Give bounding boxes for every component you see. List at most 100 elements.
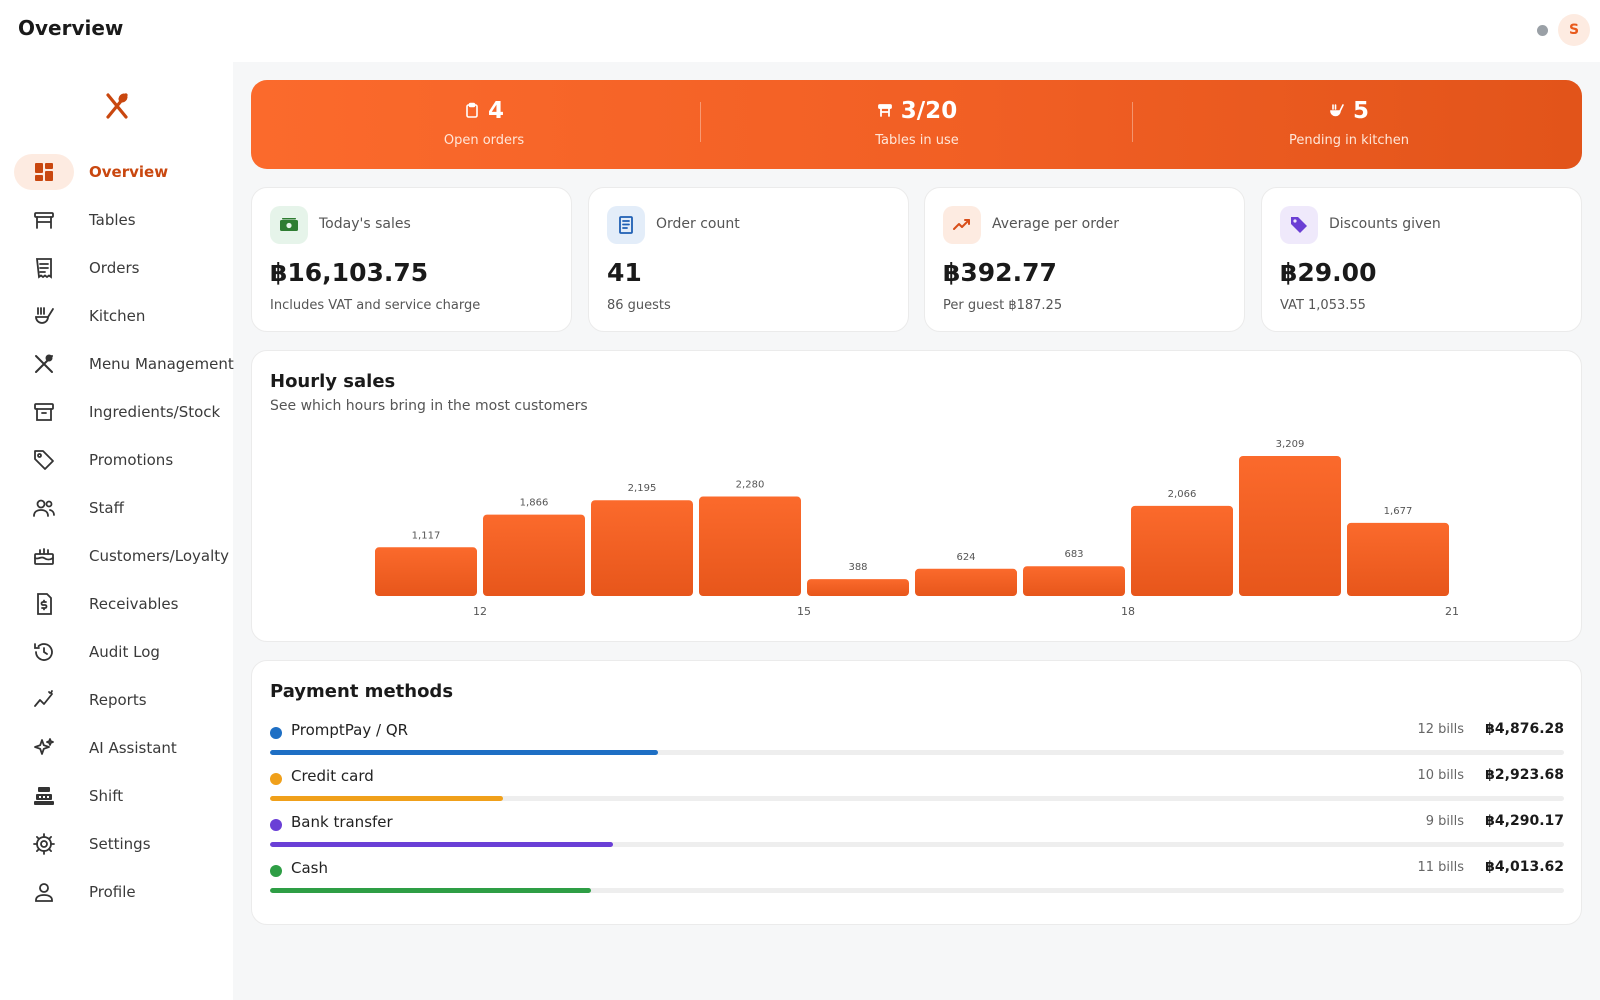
chart-title: Hourly sales bbox=[270, 371, 396, 392]
chart-data-label: 624 bbox=[956, 552, 975, 563]
payment-progress-track bbox=[270, 888, 1564, 893]
banner-stat-pending-kitchen[interactable]: 5 Pending in kitchen bbox=[1149, 80, 1549, 169]
sidebar-item-label: Orders bbox=[89, 259, 140, 277]
sidebar-item-kitchen[interactable]: Kitchen bbox=[14, 298, 226, 334]
sidebar-item-label: Promotions bbox=[89, 451, 174, 469]
payment-color-dot bbox=[270, 865, 282, 877]
chart-bar[interactable] bbox=[483, 514, 585, 596]
banner-stat-tables-in-use[interactable]: 3/20 Tables in use bbox=[717, 80, 1117, 169]
chart-bar[interactable] bbox=[915, 568, 1017, 596]
top-bar: Overview S bbox=[0, 0, 1600, 62]
payment-row-cash[interactable]: Cash 11 bills ฿4,013.62 bbox=[270, 858, 1564, 902]
sidebar-item-ai-assistant[interactable]: AI Assistant bbox=[14, 730, 226, 766]
chart-bar[interactable] bbox=[1023, 566, 1125, 596]
sidebar-item-label: Audit Log bbox=[89, 643, 160, 661]
banner-stat-value: 5 bbox=[1352, 98, 1369, 124]
sidebar-item-receivables[interactable]: Receivables bbox=[14, 586, 226, 622]
sidebar-item-reports[interactable]: Reports bbox=[14, 682, 226, 718]
chart-bar[interactable] bbox=[375, 547, 477, 596]
sidebar-item-tables[interactable]: Tables bbox=[14, 202, 226, 238]
payment-progress-track bbox=[270, 842, 1564, 847]
table-icon bbox=[14, 202, 74, 238]
sidebar-item-profile[interactable]: Profile bbox=[14, 874, 226, 910]
kitchen-icon bbox=[1329, 98, 1345, 124]
sidebar-item-label: Settings bbox=[89, 835, 151, 853]
payment-color-dot bbox=[270, 773, 282, 785]
tag-icon bbox=[14, 442, 74, 478]
banner-stat-open-orders[interactable]: 4 Open orders bbox=[284, 80, 684, 169]
payment-bills: 11 bills bbox=[1417, 860, 1464, 875]
sidebar-item-ingredients-stock[interactable]: Ingredients/Stock bbox=[14, 394, 226, 430]
table-icon bbox=[877, 98, 893, 124]
trend-icon bbox=[943, 206, 981, 244]
dashboard-icon bbox=[14, 154, 74, 190]
payment-methods-card: Payment methods PromptPay / QR 12 bills … bbox=[251, 660, 1582, 925]
payment-progress-fill bbox=[270, 888, 591, 893]
payment-progress-track bbox=[270, 750, 1564, 755]
fork-knife-icon bbox=[14, 346, 74, 382]
chart-bar[interactable] bbox=[591, 500, 693, 596]
chart-x-tick-label: 15 bbox=[797, 605, 811, 618]
banner-stat-value: 4 bbox=[487, 98, 504, 124]
banner-divider bbox=[700, 102, 701, 142]
tag-icon bbox=[1280, 206, 1318, 244]
payment-progress-fill bbox=[270, 796, 503, 801]
payment-bills: 10 bills bbox=[1417, 768, 1464, 783]
payment-row-bank-transfer[interactable]: Bank transfer 9 bills ฿4,290.17 bbox=[270, 812, 1564, 856]
stat-card-average-per-order[interactable]: Average per order ฿392.77 Per guest ฿187… bbox=[924, 187, 1245, 332]
cake-icon bbox=[14, 538, 74, 574]
stat-subtext: 86 guests bbox=[607, 298, 671, 313]
sidebar-item-customers-loyalty[interactable]: Customers/Loyalty bbox=[14, 538, 229, 574]
sidebar-item-label: Kitchen bbox=[89, 307, 146, 325]
sidebar-item-settings[interactable]: Settings bbox=[14, 826, 226, 862]
sidebar-item-label: Shift bbox=[89, 787, 124, 805]
sidebar-item-promotions[interactable]: Promotions bbox=[14, 442, 226, 478]
chart-data-label: 2,066 bbox=[1168, 489, 1197, 500]
payment-name: Cash bbox=[291, 859, 328, 877]
sidebar-item-orders[interactable]: Orders bbox=[14, 250, 226, 286]
people-icon bbox=[14, 490, 74, 526]
sidebar-item-label: Customers/Loyalty bbox=[89, 547, 229, 565]
avatar[interactable]: S bbox=[1558, 14, 1590, 46]
stat-card-order-count[interactable]: Order count 41 86 guests bbox=[588, 187, 909, 332]
chart-data-label: 1,117 bbox=[412, 530, 441, 541]
chart-bar[interactable] bbox=[807, 579, 909, 596]
chart-bar[interactable] bbox=[1239, 456, 1341, 596]
receipt-icon bbox=[607, 206, 645, 244]
payment-amount: ฿2,923.68 bbox=[1485, 767, 1564, 783]
hourly-sales-card: Hourly sales See which hours bring in th… bbox=[251, 350, 1582, 642]
sidebar-item-staff[interactable]: Staff bbox=[14, 490, 226, 526]
payment-color-dot bbox=[270, 819, 282, 831]
fork-knife-icon[interactable] bbox=[101, 90, 133, 122]
chart-bar[interactable] bbox=[699, 496, 801, 596]
sidebar-item-menu-management[interactable]: Menu Management bbox=[14, 346, 234, 382]
chart-data-label: 3,209 bbox=[1276, 439, 1305, 450]
payment-bills: 12 bills bbox=[1417, 722, 1464, 737]
payment-row-credit-card[interactable]: Credit card 10 bills ฿2,923.68 bbox=[270, 766, 1564, 810]
invoice-icon bbox=[14, 586, 74, 622]
sidebar-item-overview[interactable]: Overview bbox=[14, 154, 226, 190]
banner-stat-label: Open orders bbox=[443, 133, 525, 148]
payment-progress-fill bbox=[270, 842, 613, 847]
chart-data-label: 388 bbox=[848, 562, 867, 573]
stat-value: ฿16,103.75 bbox=[270, 258, 429, 287]
chart-bar[interactable] bbox=[1131, 505, 1233, 596]
stat-card-todays-sales[interactable]: Today's sales ฿16,103.75 Includes VAT an… bbox=[251, 187, 572, 332]
payment-name: Credit card bbox=[291, 767, 374, 785]
trend-icon bbox=[14, 682, 74, 718]
sidebar-item-label: Reports bbox=[89, 691, 147, 709]
chart-subtitle: See which hours bring in the most custom… bbox=[270, 398, 588, 414]
stat-subtext: Per guest ฿187.25 bbox=[943, 298, 1063, 313]
chart-data-label: 1,677 bbox=[1384, 506, 1413, 517]
stat-card-discounts-given[interactable]: Discounts given ฿29.00 VAT 1,053.55 bbox=[1261, 187, 1582, 332]
sidebar-item-label: Profile bbox=[89, 883, 136, 901]
payment-row-promptpay[interactable]: PromptPay / QR 12 bills ฿4,876.28 bbox=[270, 720, 1564, 764]
chart-data-label: 1,866 bbox=[520, 498, 549, 509]
payment-color-dot bbox=[270, 727, 282, 739]
sidebar-item-shift[interactable]: Shift bbox=[14, 778, 226, 814]
chart-x-tick-label: 12 bbox=[473, 605, 487, 618]
chart-bar[interactable] bbox=[1347, 522, 1449, 596]
sidebar-item-label: Overview bbox=[89, 163, 169, 181]
gear-icon bbox=[14, 826, 74, 862]
sidebar-item-audit-log[interactable]: Audit Log bbox=[14, 634, 226, 670]
